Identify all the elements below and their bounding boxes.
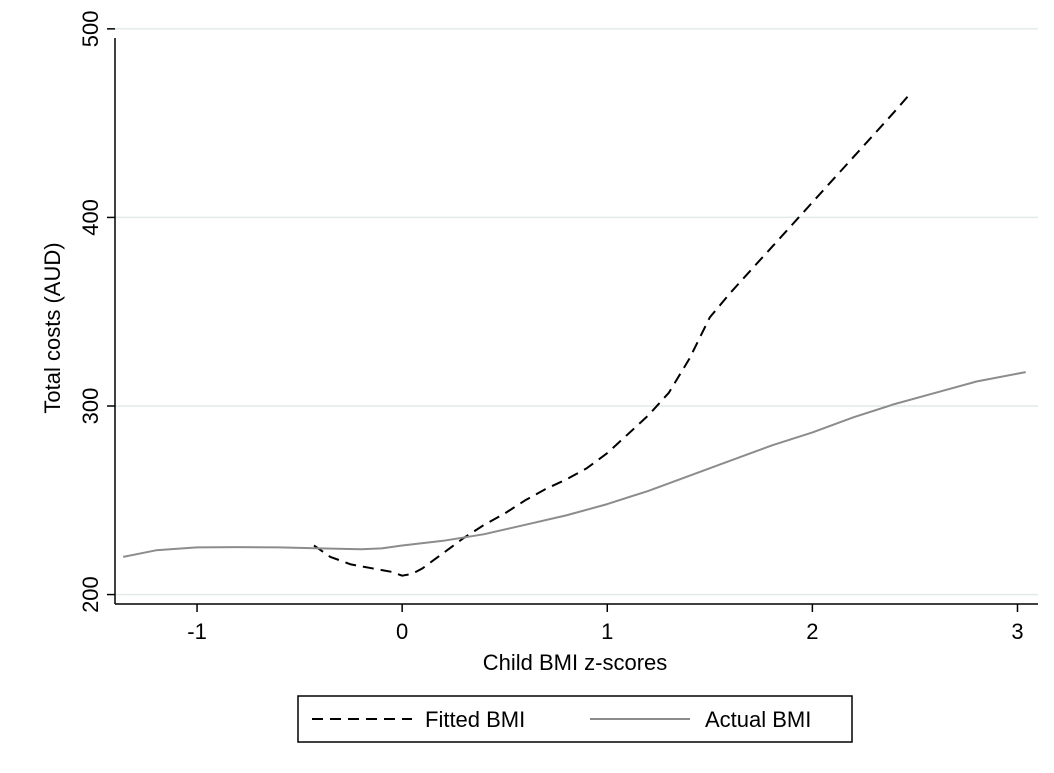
y-tick-label-1: 300 — [78, 388, 103, 425]
y-tick-label-2: 400 — [78, 199, 103, 236]
x-tick-label-0: -1 — [187, 619, 207, 644]
grid-layer — [115, 28, 1038, 596]
x-tick-label-3: 2 — [806, 619, 818, 644]
series-line-fitted-bmi — [313, 92, 912, 577]
axes-layer: 200 300 400 500 -1 0 1 2 3 — [78, 10, 1038, 644]
x-axis-title: Child BMI z-scores — [483, 650, 668, 675]
legend-label-actual: Actual BMI — [705, 707, 811, 732]
x-tick-label-1: 0 — [396, 619, 408, 644]
y-tick-label-0: 200 — [78, 576, 103, 613]
legend: Fitted BMI Actual BMI — [297, 695, 853, 743]
y-tick-label-3: 500 — [78, 10, 103, 47]
series-layer — [123, 92, 1026, 577]
x-tick-label-4: 3 — [1011, 619, 1023, 644]
legend-label-fitted: Fitted BMI — [425, 707, 525, 732]
y-axis-title: Total costs (AUD) — [40, 242, 65, 413]
x-tick-label-2: 1 — [601, 619, 613, 644]
series-line-actual-bmi — [123, 371, 1026, 558]
